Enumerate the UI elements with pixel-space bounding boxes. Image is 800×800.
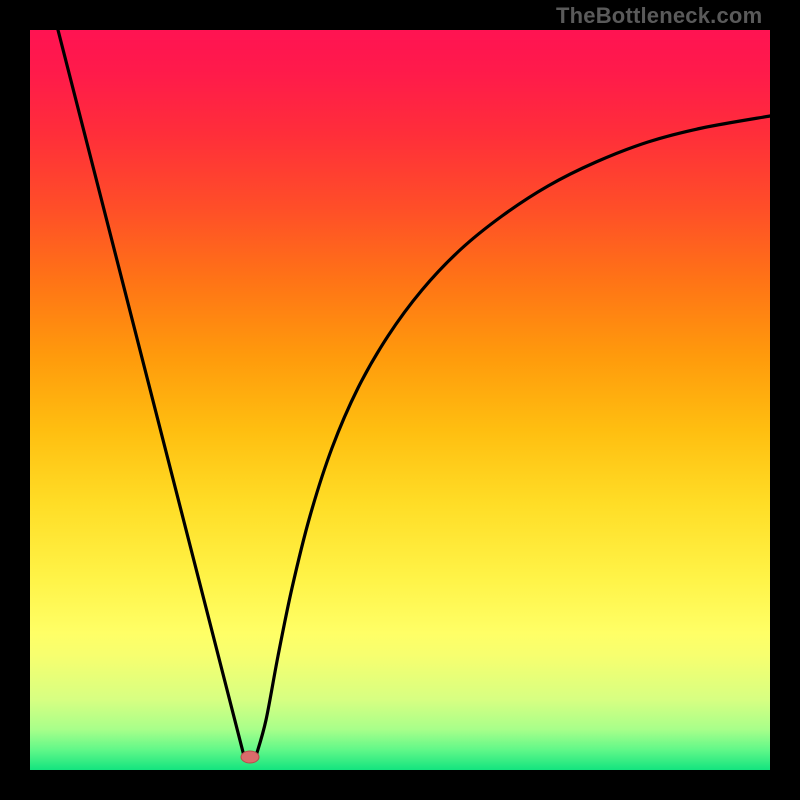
optimum-marker <box>241 751 259 763</box>
watermark-text: TheBottleneck.com <box>556 3 762 29</box>
bottleneck-chart <box>0 0 800 800</box>
frame-bottom <box>0 770 800 800</box>
plot-background <box>30 30 770 770</box>
frame-left <box>0 0 30 800</box>
frame-right <box>770 0 800 800</box>
